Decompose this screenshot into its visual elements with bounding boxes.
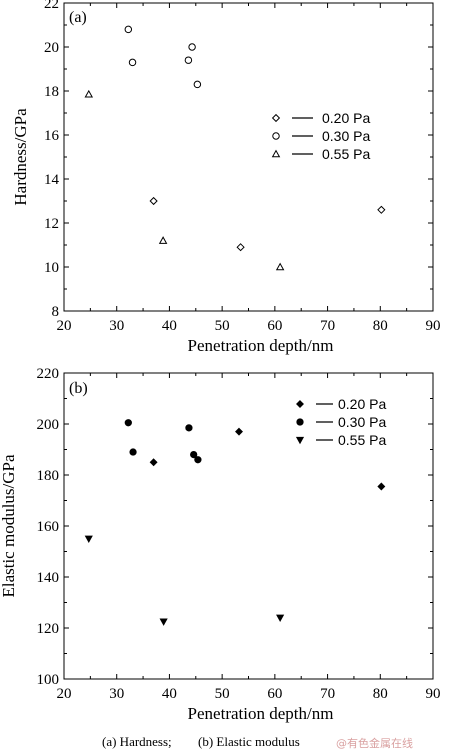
legend-marker — [295, 436, 305, 445]
legend-marker — [296, 400, 304, 408]
data-point — [188, 43, 196, 51]
data-point — [236, 243, 245, 252]
y-tick-label: 120 — [37, 621, 60, 637]
legend-label: 0.20 Pa — [338, 396, 386, 412]
y-tick-label: 16 — [44, 128, 60, 144]
watermark: @有色金属在线 — [336, 736, 413, 750]
x-tick-label: 50 — [215, 318, 230, 334]
y-tick-label: 220 — [37, 366, 60, 382]
x-tick-label: 50 — [215, 686, 230, 702]
data-point — [185, 424, 193, 432]
x-tick-label: 20 — [57, 318, 72, 334]
y-tick-label: 12 — [44, 216, 59, 232]
caption-elastic-modulus: (b) Elastic modulus — [198, 734, 300, 749]
data-point — [377, 482, 386, 491]
data-point — [193, 80, 202, 89]
data-point — [129, 448, 137, 456]
caption-hardness: (a) Hardness; — [102, 734, 172, 749]
y-tick-label: 140 — [37, 570, 60, 586]
y-tick-label: 22 — [44, 0, 59, 12]
legend-label: 0.55 Pa — [322, 146, 370, 162]
y-tick-label: 100 — [37, 672, 60, 688]
x-tick-label: 80 — [373, 318, 388, 334]
plot-frame — [63, 2, 434, 312]
legend-marker — [272, 132, 280, 140]
legend-marker — [271, 149, 281, 158]
data-point — [158, 236, 168, 244]
x-tick-label: 80 — [373, 686, 388, 702]
x-axis-title: Penetration depth/nm — [188, 336, 334, 355]
y-tick-label: 200 — [37, 417, 60, 433]
data-point — [149, 458, 158, 467]
data-point — [124, 25, 133, 34]
x-tick-label: 90 — [426, 318, 441, 334]
y-tick-label: 18 — [44, 84, 59, 100]
panel-label: (b) — [69, 380, 88, 397]
y-tick-label: 8 — [52, 304, 60, 320]
x-tick-label: 30 — [109, 318, 124, 334]
legend-label: 0.30 Pa — [338, 414, 386, 430]
y-tick-label: 160 — [37, 519, 60, 535]
legend-marker — [296, 418, 304, 426]
y-axis-title: Elastic modulus/GPa — [0, 454, 18, 598]
x-tick-label: 90 — [426, 686, 441, 702]
x-axis-title: Penetration depth/nm — [188, 704, 334, 723]
panel-label: (a) — [69, 9, 87, 26]
legend-label: 0.55 Pa — [338, 432, 386, 448]
y-tick-label: 10 — [44, 260, 59, 276]
data-point — [275, 262, 285, 271]
x-tick-label: 20 — [57, 686, 72, 702]
x-tick-label: 70 — [320, 686, 335, 702]
x-tick-label: 40 — [162, 686, 177, 702]
x-tick-label: 60 — [267, 686, 282, 702]
data-point — [194, 456, 202, 464]
elastic-modulus-chart: 20 30 40 50 60 70 80 90 100 120 140 160 180 200 220 Pen… — [0, 366, 441, 723]
data-point — [128, 58, 137, 67]
y-axis-title: Hardness/GPa — [11, 108, 30, 206]
data-point — [159, 618, 168, 626]
data-point — [84, 535, 93, 543]
y-tick-label: 180 — [37, 468, 60, 484]
data-point — [276, 614, 285, 623]
x-tick-label: 40 — [162, 318, 177, 334]
legend-label: 0.20 Pa — [322, 110, 370, 126]
data-point — [184, 56, 193, 64]
y-tick-label: 20 — [44, 40, 59, 56]
data-point — [124, 419, 132, 427]
data-point — [84, 89, 94, 98]
legend-label: 0.30 Pa — [322, 128, 370, 144]
data-point — [235, 427, 243, 436]
y-tick-label: 14 — [44, 172, 60, 188]
x-tick-label: 60 — [267, 318, 282, 334]
data-point — [377, 205, 386, 214]
data-point — [149, 196, 158, 206]
x-tick-label: 70 — [320, 318, 335, 334]
hardness-chart: 20 30 40 50 60 70 80 90 8 10 12 14 16 18 20 22 Penetrati… — [11, 0, 441, 355]
data-point — [190, 450, 198, 459]
x-tick-label: 30 — [109, 686, 124, 702]
legend-marker — [271, 113, 281, 123]
